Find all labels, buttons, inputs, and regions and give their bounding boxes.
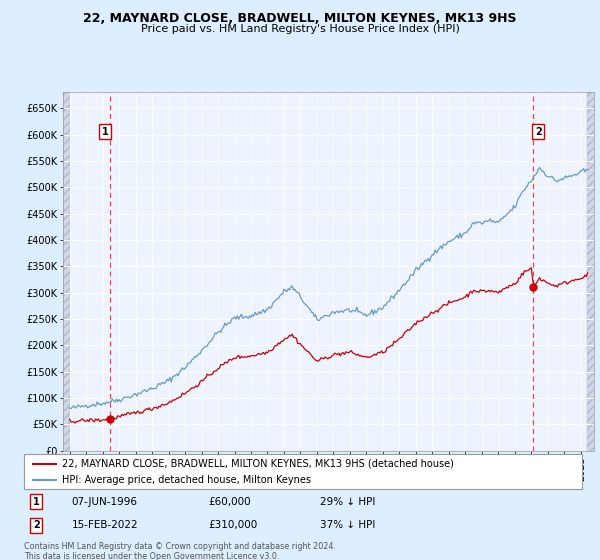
Text: 37% ↓ HPI: 37% ↓ HPI [320,520,375,530]
Text: 07-JUN-1996: 07-JUN-1996 [71,497,137,507]
Bar [63,92,70,451]
Text: 22, MAYNARD CLOSE, BRADWELL, MILTON KEYNES, MK13 9HS: 22, MAYNARD CLOSE, BRADWELL, MILTON KEYN… [83,12,517,25]
Bar [587,92,595,451]
Text: Price paid vs. HM Land Registry's House Price Index (HPI): Price paid vs. HM Land Registry's House … [140,24,460,34]
Text: £60,000: £60,000 [208,497,251,507]
Text: HPI: Average price, detached house, Milton Keynes: HPI: Average price, detached house, Milt… [62,475,311,485]
Text: 1: 1 [101,127,108,137]
Text: 15-FEB-2022: 15-FEB-2022 [71,520,138,530]
Text: 2: 2 [535,127,542,137]
Text: £310,000: £310,000 [208,520,257,530]
Text: 2: 2 [33,520,40,530]
Text: 1: 1 [33,497,40,507]
Text: Contains HM Land Registry data © Crown copyright and database right 2024.
This d: Contains HM Land Registry data © Crown c… [24,542,336,560]
Text: 29% ↓ HPI: 29% ↓ HPI [320,497,375,507]
Text: 22, MAYNARD CLOSE, BRADWELL, MILTON KEYNES, MK13 9HS (detached house): 22, MAYNARD CLOSE, BRADWELL, MILTON KEYN… [62,459,454,469]
